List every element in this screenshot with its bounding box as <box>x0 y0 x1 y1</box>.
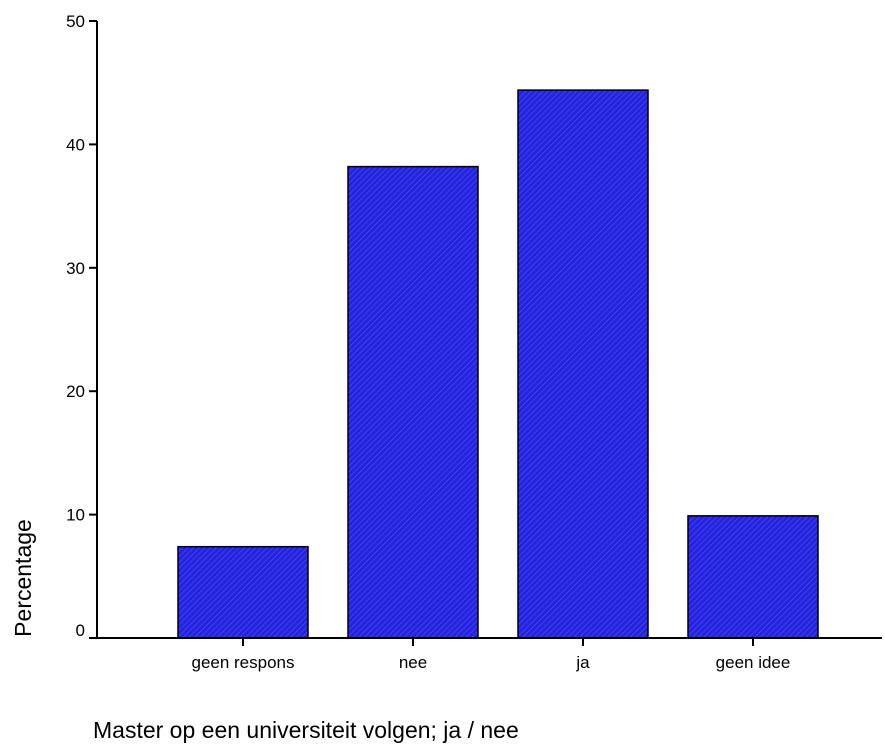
bar-geen-idee <box>687 515 819 639</box>
x-tick-label: geen idee <box>716 653 791 672</box>
x-axis-title: Master op een universiteit volgen; ja / … <box>93 717 519 743</box>
y-axis: 0 10 20 30 40 50 <box>66 12 98 640</box>
x-axis: geen respons nee ja geen idee <box>97 637 882 672</box>
bar-geen-respons <box>177 545 309 639</box>
x-tick-label: ja <box>575 653 590 672</box>
y-tick-label: 0 <box>76 621 85 640</box>
bars-group <box>177 89 819 639</box>
x-tick-label: nee <box>399 653 427 672</box>
y-tick-label: 20 <box>66 382 85 401</box>
bar-ja <box>517 89 649 639</box>
y-tick-label: 30 <box>66 259 85 278</box>
y-tick-label: 40 <box>66 135 85 154</box>
y-tick-label: 10 <box>66 506 85 525</box>
bar-nee <box>347 165 479 639</box>
y-tick-label: 50 <box>66 12 85 31</box>
y-axis-title: Percentage <box>10 519 36 637</box>
x-tick-label: geen respons <box>191 653 294 672</box>
